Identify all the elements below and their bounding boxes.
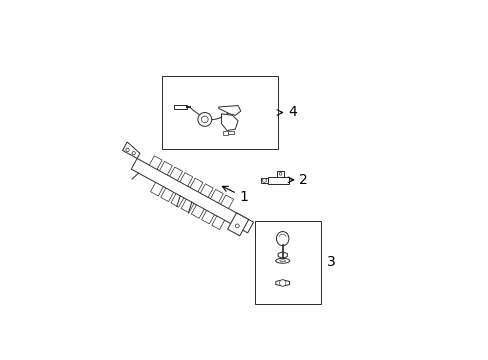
Circle shape [132,152,135,155]
Bar [174,105,186,109]
Polygon shape [275,280,289,286]
Polygon shape [190,178,203,192]
Polygon shape [220,195,233,208]
Circle shape [279,172,282,175]
Polygon shape [131,158,253,233]
Polygon shape [191,205,204,218]
Circle shape [198,112,211,126]
Polygon shape [122,142,140,158]
Polygon shape [278,252,287,258]
Bar [228,131,233,134]
Circle shape [235,224,239,228]
Bar [223,131,228,135]
Bar [162,76,278,149]
Text: 1: 1 [222,186,248,204]
Polygon shape [169,167,182,180]
Polygon shape [218,105,241,115]
Ellipse shape [275,258,289,263]
Polygon shape [211,216,224,229]
Polygon shape [227,213,248,236]
Polygon shape [150,183,163,196]
Circle shape [125,148,129,152]
Circle shape [201,116,208,123]
Text: 4: 4 [287,105,296,120]
Polygon shape [180,173,192,186]
Polygon shape [210,189,223,203]
Polygon shape [201,210,214,224]
Polygon shape [181,199,194,213]
Bar [276,171,284,176]
Circle shape [279,280,285,286]
Polygon shape [171,194,183,207]
Bar [254,221,321,304]
Ellipse shape [276,231,288,246]
Polygon shape [221,114,238,131]
Polygon shape [159,161,172,175]
Circle shape [262,179,266,183]
Ellipse shape [279,260,285,262]
Bar [267,176,288,184]
Polygon shape [200,184,213,197]
Polygon shape [149,156,162,169]
Text: 2: 2 [299,173,307,187]
Text: 3: 3 [326,255,335,269]
Polygon shape [161,188,173,202]
Bar [261,177,267,183]
